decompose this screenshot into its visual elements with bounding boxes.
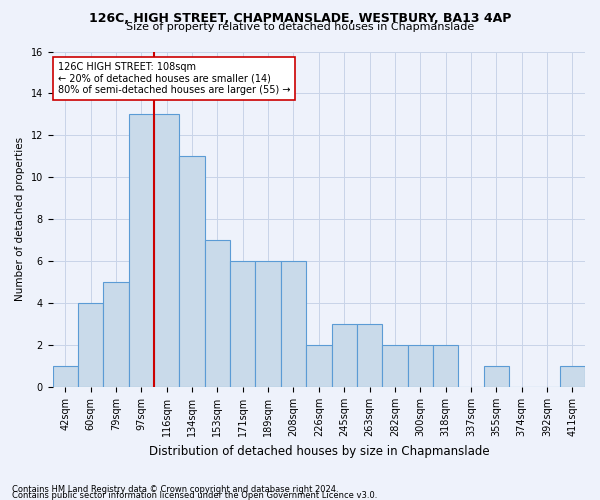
Bar [129, 114, 154, 387]
Bar [78, 303, 103, 387]
Text: Contains HM Land Registry data © Crown copyright and database right 2024.: Contains HM Land Registry data © Crown c… [12, 484, 338, 494]
Bar [179, 156, 205, 387]
Text: 126C, HIGH STREET, CHAPMANSLADE, WESTBURY, BA13 4AP: 126C, HIGH STREET, CHAPMANSLADE, WESTBUR… [89, 12, 511, 26]
Bar [256, 261, 281, 387]
Bar [433, 345, 458, 387]
Text: Size of property relative to detached houses in Chapmanslade: Size of property relative to detached ho… [126, 22, 474, 32]
Y-axis label: Number of detached properties: Number of detached properties [15, 137, 25, 302]
Bar [357, 324, 382, 387]
Bar [407, 345, 433, 387]
Bar [560, 366, 585, 387]
Bar [306, 345, 332, 387]
Bar [332, 324, 357, 387]
Bar [281, 261, 306, 387]
Bar [382, 345, 407, 387]
Text: Contains public sector information licensed under the Open Government Licence v3: Contains public sector information licen… [12, 490, 377, 500]
X-axis label: Distribution of detached houses by size in Chapmanslade: Distribution of detached houses by size … [149, 444, 489, 458]
Bar [53, 366, 78, 387]
Bar [230, 261, 256, 387]
Bar [484, 366, 509, 387]
Bar [103, 282, 129, 387]
Bar [154, 114, 179, 387]
Text: 126C HIGH STREET: 108sqm
← 20% of detached houses are smaller (14)
80% of semi-d: 126C HIGH STREET: 108sqm ← 20% of detach… [58, 62, 290, 95]
Bar [205, 240, 230, 387]
